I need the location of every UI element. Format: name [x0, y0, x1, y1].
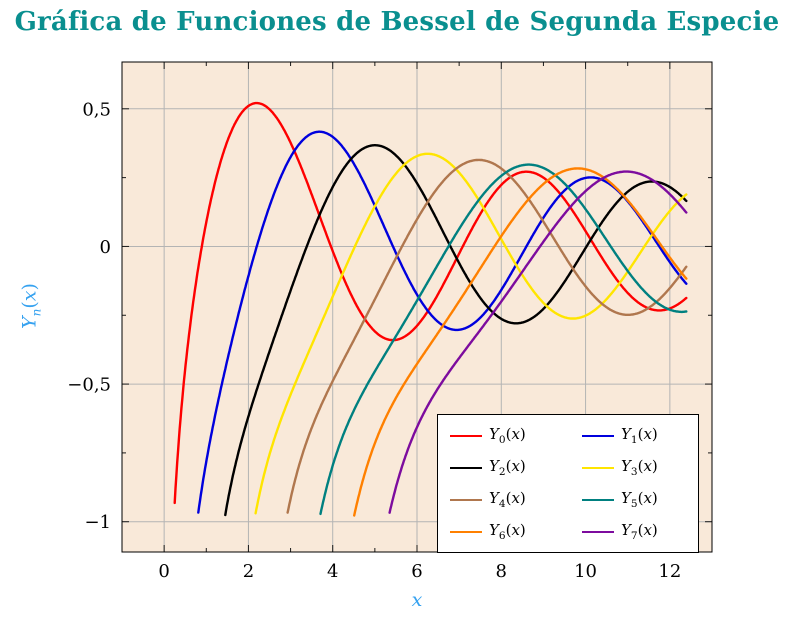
chart-title: Gráfica de Funciones de Bessel de Segund…: [14, 7, 780, 37]
y-tick-label-2: −0,5: [67, 375, 111, 396]
legend-label-Y0: Y0(x): [489, 425, 526, 446]
legend-label-Y2: Y2(x): [489, 457, 526, 478]
legend-line-sample-Y1: [582, 434, 614, 437]
legend-label-Y5: Y5(x): [621, 489, 658, 510]
legend-line-sample-Y0: [450, 434, 482, 437]
legend-label-Y7: Y7(x): [621, 521, 658, 542]
legend-line-sample-Y2: [450, 466, 482, 469]
legend: Y0(x) Y1(x) Y2(x) Y3(x) Y4(x) Y5(x) Y6(x) Y7(x): [437, 414, 699, 553]
x-tick-label-8: 8: [496, 561, 507, 582]
y-label-arg: x: [18, 290, 41, 302]
y-label-subscript: n: [29, 308, 44, 317]
legend-line-sample-Y6: [450, 530, 482, 533]
curve-Y2: [224, 144, 688, 517]
legend-item-Y7: Y7(x): [582, 521, 686, 542]
y-axis-label: Yn(x): [19, 283, 44, 329]
y-label-open-paren: (: [18, 301, 41, 309]
x-tick-label-4: 4: [327, 561, 338, 582]
legend-label-Y6: Y6(x): [489, 521, 526, 542]
x-tick-label-0: 0: [158, 561, 169, 582]
legend-item-Y5: Y5(x): [582, 489, 686, 510]
curve-Y5: [319, 163, 688, 516]
y-tick-label-3: −1: [84, 512, 111, 533]
y-label-symbol: Y: [18, 316, 41, 329]
plot-frame: [121, 61, 713, 553]
legend-label-Y4: Y4(x): [489, 489, 526, 510]
y-tick-label-1: 0: [100, 237, 111, 258]
legend-line-sample-Y5: [582, 498, 614, 501]
legend-item-Y2: Y2(x): [450, 457, 554, 478]
legend-label-Y3: Y3(x): [621, 457, 658, 478]
legend-item-Y4: Y4(x): [450, 489, 554, 510]
legend-line-sample-Y7: [582, 530, 614, 533]
x-tick-label-2: 2: [243, 561, 254, 582]
legend-item-Y3: Y3(x): [582, 457, 686, 478]
x-tick-label-6: 6: [411, 561, 422, 582]
y-label-close-paren: ): [18, 283, 41, 291]
curve-Y3: [254, 152, 688, 515]
legend-item-Y6: Y6(x): [450, 521, 554, 542]
x-tick-label-12: 12: [658, 561, 681, 582]
legend-line-sample-Y3: [582, 466, 614, 469]
y-tick-label-0: 0,5: [82, 99, 111, 120]
legend-line-sample-Y4: [450, 498, 482, 501]
curve-Y7: [388, 170, 688, 514]
legend-item-Y1: Y1(x): [582, 425, 686, 446]
x-axis-label: x: [411, 589, 423, 611]
curve-Y4: [286, 158, 688, 514]
curve-Y6: [353, 167, 688, 517]
curve-Y0: [173, 101, 688, 505]
legend-item-Y0: Y0(x): [450, 425, 554, 446]
legend-label-Y1: Y1(x): [621, 425, 658, 446]
x-tick-label-10: 10: [574, 561, 597, 582]
